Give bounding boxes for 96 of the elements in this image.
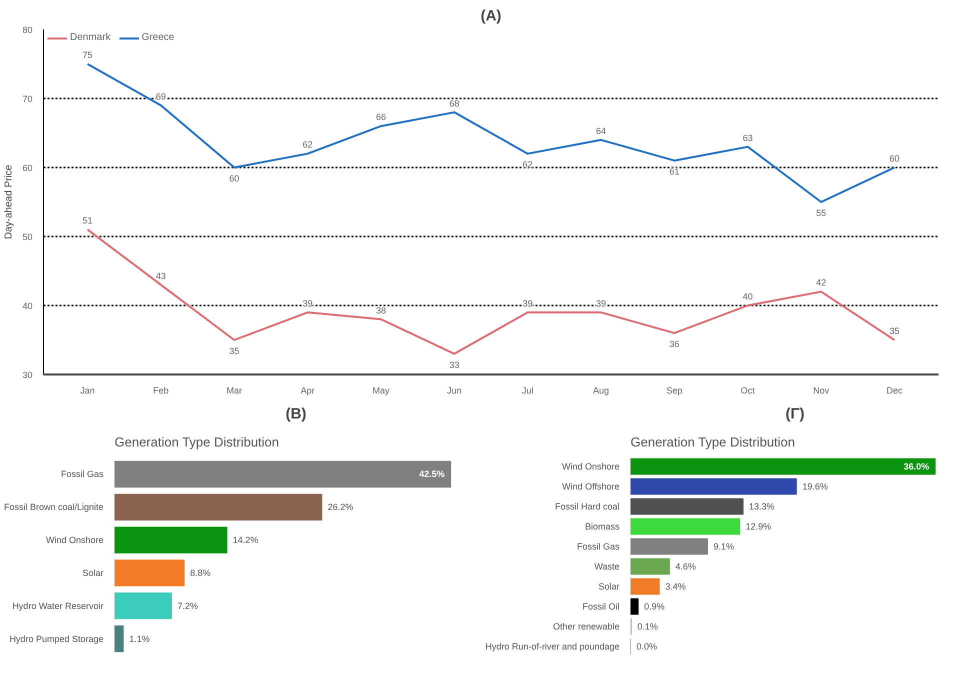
data-label: 36: [669, 339, 680, 350]
data-label: 42.5%: [419, 469, 445, 480]
x-tick-label: Oct: [740, 386, 756, 396]
data-label: 1.1%: [129, 634, 150, 644]
data-label: 3.4%: [665, 582, 686, 592]
x-tick-label: Aug: [593, 386, 610, 396]
data-label: 61: [669, 166, 680, 177]
x-tick-label: May: [372, 386, 390, 396]
bar: [114, 494, 322, 520]
data-label: 35: [889, 326, 900, 336]
y-tick-label: 60: [22, 163, 33, 173]
bar: [114, 625, 124, 652]
data-label: 62: [302, 140, 313, 150]
x-tick-label: Jun: [447, 386, 462, 396]
data-label: 19.6%: [802, 482, 828, 492]
bar: [114, 460, 452, 488]
x-tick-label: Sep: [666, 386, 682, 396]
data-label: 51: [82, 216, 93, 226]
bar: [630, 538, 708, 555]
chart-title: (A): [480, 8, 502, 24]
y-tick-label: 50: [22, 232, 33, 242]
y-tick-label: Hydro Water Reservoir: [12, 600, 104, 611]
data-label: 60: [229, 174, 240, 184]
bar: [114, 592, 172, 620]
bar: [630, 518, 740, 535]
data-label: 0.0%: [636, 642, 658, 652]
data-label: 13.3%: [749, 502, 775, 512]
y-tick-label: 70: [22, 94, 33, 104]
x-tick-label: Apr: [300, 386, 315, 396]
data-label: 36.0%: [904, 462, 930, 472]
chart-subtitle: Generation Type Distribution: [114, 434, 280, 450]
x-tick-label: Jul: [522, 386, 534, 396]
x-tick-label: Nov: [813, 386, 830, 396]
bar: [630, 578, 660, 595]
x-tick-label: Jan: [80, 386, 95, 396]
data-label: 40: [742, 292, 753, 302]
data-label: 69: [156, 91, 166, 102]
y-tick-label: Fossil Brown coal/Lignite: [4, 502, 104, 512]
y-tick-label: Fossil Gas: [60, 469, 104, 480]
data-label: 14.2%: [232, 535, 258, 546]
data-label: 0.1%: [637, 622, 658, 632]
y-tick-label: Fossil Oil: [582, 602, 620, 612]
data-label: 64: [596, 126, 606, 136]
y-tick-label: Fossil Hard coal: [554, 502, 620, 512]
y-tick-label: Wind Onshore: [562, 462, 620, 472]
y-tick-label: Fossil Gas: [576, 542, 620, 552]
data-label: 39: [522, 298, 533, 308]
bar: [114, 526, 228, 554]
bar: [630, 498, 744, 515]
bar: [630, 558, 670, 575]
data-label: 43: [156, 270, 166, 281]
y-tick-label: Hydro Run-of-river and poundage: [485, 642, 620, 652]
bar: [114, 560, 185, 586]
data-label: 42: [816, 278, 826, 288]
y-tick-label: 30: [22, 370, 33, 380]
data-label: 66: [376, 112, 386, 122]
legend-label: Greece: [142, 32, 174, 43]
data-label: 33: [449, 360, 460, 370]
data-label: 75: [82, 50, 93, 60]
chart-subtitle: Generation Type Distribution: [630, 434, 796, 450]
x-tick-label: Feb: [153, 386, 169, 396]
data-label: 26.2%: [328, 502, 354, 512]
data-label: 0.9%: [644, 602, 665, 612]
data-label: 9.1%: [714, 542, 734, 552]
y-tick-label: Solar: [598, 582, 620, 592]
y-tick-label: Hydro Pumped Storage: [9, 634, 104, 644]
data-label: 7.2%: [177, 600, 198, 611]
y-tick-label: Solar: [82, 568, 104, 578]
data-label: 35: [229, 346, 240, 356]
y-tick-label: Wind Offshore: [562, 482, 620, 492]
data-label: 39: [596, 298, 606, 308]
y-axis-title: Day-ahead Price: [3, 164, 14, 240]
x-tick-label: Dec: [886, 386, 903, 396]
data-label: 62: [522, 160, 533, 170]
data-label: 38: [376, 305, 386, 316]
data-label: 12.9%: [746, 522, 772, 532]
chart-title: (Γ): [785, 406, 805, 422]
y-tick-label: 40: [22, 301, 33, 311]
x-tick-label: Mar: [226, 386, 242, 396]
data-label: 39: [302, 298, 313, 308]
data-label: 63: [742, 132, 753, 143]
y-tick-label: Wind Onshore: [46, 535, 104, 546]
bar: [630, 458, 936, 475]
bar: [630, 598, 639, 615]
y-tick-label: Waste: [594, 562, 620, 572]
y-tick-label: 80: [22, 25, 33, 35]
legend-label: Denmark: [70, 32, 111, 43]
data-label: 60: [889, 154, 900, 164]
data-label: 55: [816, 208, 826, 218]
bar: [630, 478, 797, 495]
data-label: 8.8%: [190, 568, 211, 578]
y-tick-label: Biomass: [584, 522, 620, 532]
data-label: 68: [449, 98, 460, 108]
y-tick-label: Other renewable: [552, 622, 620, 632]
data-label: 4.6%: [675, 562, 696, 572]
chart-title: (B): [286, 406, 306, 422]
